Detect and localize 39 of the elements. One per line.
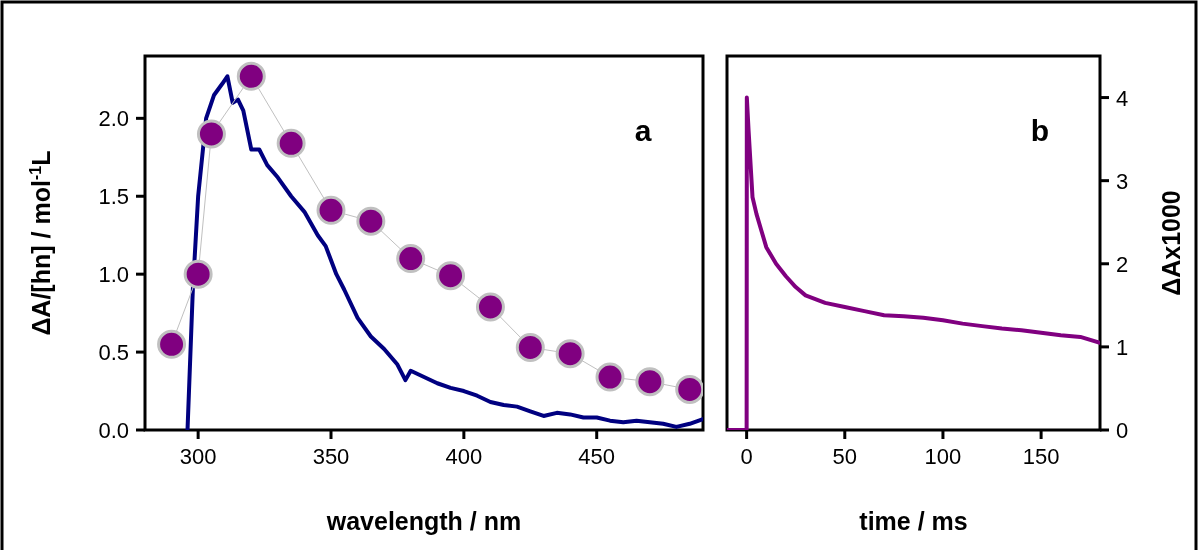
point <box>635 367 665 397</box>
annotation: a <box>634 114 652 147</box>
y2-tick-label: 4 <box>1116 85 1129 111</box>
line-series <box>727 95 1100 430</box>
x-axis-title: wavelength / nm <box>325 507 522 535</box>
point <box>396 244 426 274</box>
y2-tick-label: 0 <box>1116 418 1129 443</box>
x-tick-label: 400 <box>445 444 483 469</box>
point <box>675 375 703 404</box>
point <box>276 128 306 158</box>
x-tick-label: 450 <box>578 444 616 469</box>
x-tick-label: 300 <box>179 444 217 469</box>
y-tick-label: 0.5 <box>98 340 129 366</box>
y2-tick-label: 1 <box>1116 334 1129 360</box>
point <box>356 206 386 236</box>
point <box>236 61 266 91</box>
y2-axis-title: ΔAx1000 <box>1157 190 1185 296</box>
point <box>436 261 466 291</box>
point <box>316 195 346 225</box>
x-tick-label: 350 <box>312 444 350 469</box>
point <box>183 259 213 289</box>
y-tick-label: 2.0 <box>98 106 129 132</box>
x-tick-label: 100 <box>924 444 962 469</box>
x-tick-label: 150 <box>1022 444 1060 469</box>
x-axis-title: time / ms <box>859 507 968 535</box>
point <box>595 362 625 392</box>
annotation: b <box>1030 114 1050 147</box>
point <box>475 292 505 322</box>
point <box>157 329 187 359</box>
point <box>515 332 545 362</box>
y2-tick-label: 3 <box>1116 168 1129 194</box>
y-tick-label: 0.0 <box>98 418 129 443</box>
x-tick-label: 0 <box>740 444 753 469</box>
y-tick-label: 1.0 <box>98 262 129 288</box>
x-tick-label: 50 <box>832 444 858 469</box>
y-tick-label: 1.5 <box>98 184 129 210</box>
y2-tick-label: 2 <box>1116 251 1129 277</box>
point <box>555 339 585 369</box>
point <box>196 119 226 149</box>
